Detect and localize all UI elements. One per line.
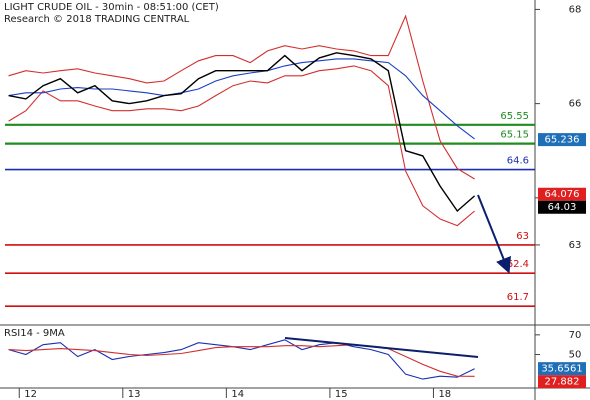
y-tick-label: 50 (569, 350, 582, 361)
series-line (8, 339, 475, 380)
x-tick-label: 13 (128, 389, 141, 400)
series-line (8, 344, 475, 377)
level-label: 62.4 (507, 259, 529, 270)
price-tag-label: 35.6561 (541, 364, 582, 375)
forecast-arrow (477, 194, 511, 274)
x-tick-label: 15 (335, 389, 348, 400)
y-tick-label: 66 (569, 99, 582, 110)
level-label: 65.55 (500, 111, 529, 122)
plot: 6866646365.5565.1564.66362.461.765.23664… (5, 4, 586, 400)
chart-title: LIGHT CRUDE OIL - 30min - 08:51:00 (CET) (4, 2, 219, 13)
level-label: 64.6 (507, 156, 529, 167)
price-tag (538, 362, 586, 376)
y-tick-label: 63 (569, 240, 582, 251)
price-tag (538, 375, 586, 389)
chart-subtitle: Research © 2018 TRADING CENTRAL (4, 14, 190, 25)
level-label: 65.15 (500, 130, 529, 141)
series-line (8, 52, 476, 213)
price-tag (538, 187, 586, 201)
price-tag-label: 65.236 (545, 135, 580, 146)
y-tick-label: 70 (569, 330, 582, 341)
level-label: 61.7 (507, 292, 529, 303)
price-tag (538, 200, 586, 214)
price-tag-label: 64.03 (548, 202, 577, 213)
divergence-line (284, 337, 479, 358)
price-tag (538, 133, 586, 147)
price-tag-label: 64.076 (545, 189, 580, 200)
series-line (8, 65, 475, 227)
x-tick-label: 12 (24, 389, 37, 400)
series-line (8, 58, 475, 140)
x-tick-label: 18 (438, 389, 451, 400)
rsi-title: RSI14 - 9MA (4, 328, 65, 339)
series-line (8, 14, 475, 180)
price-tag-label: 27.882 (545, 377, 580, 388)
level-label: 63 (516, 231, 529, 242)
y-tick-label: 68 (569, 4, 582, 15)
x-tick-label: 14 (231, 389, 244, 400)
